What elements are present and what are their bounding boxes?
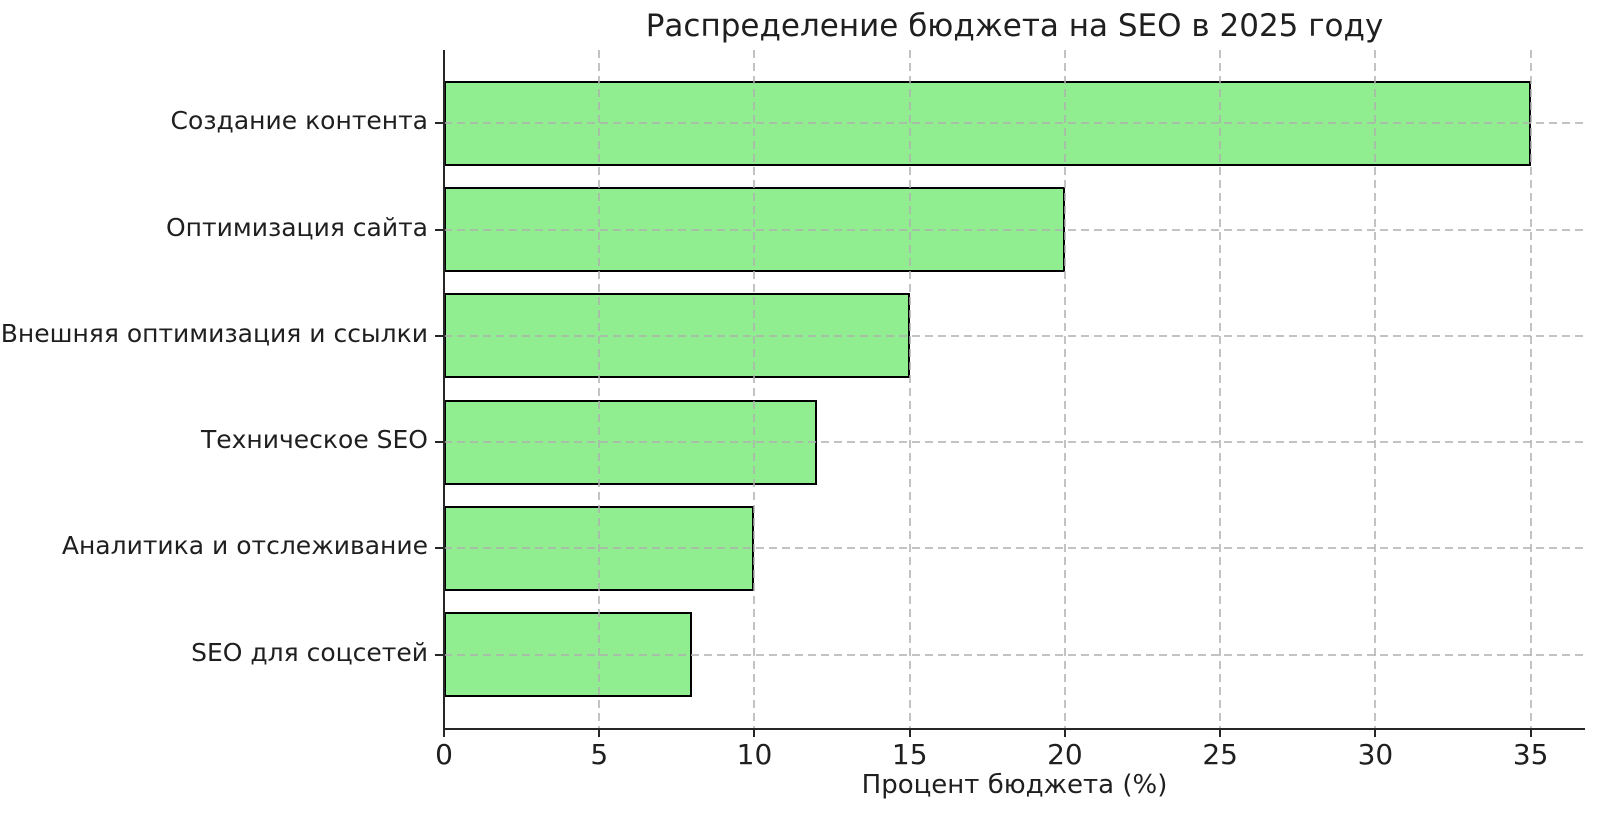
category-label: Техническое SEO xyxy=(200,425,428,455)
x-tick-label: 30 xyxy=(1357,738,1394,771)
x-axis-spine xyxy=(443,728,1585,730)
gridline-horizontal xyxy=(444,334,1585,337)
gridline-vertical xyxy=(1374,50,1377,728)
category-label: Аналитика и отслеживание xyxy=(61,531,428,561)
category-label: Создание контента xyxy=(170,106,428,136)
gridline-horizontal xyxy=(444,122,1585,125)
x-tick xyxy=(908,728,911,737)
category-label: SEO для соцсетей xyxy=(191,637,428,667)
category-label: Внешняя оптимизация и ссылки xyxy=(0,318,428,348)
gridline-vertical xyxy=(598,50,601,728)
x-tick-label: 5 xyxy=(590,738,609,771)
x-tick-label: 25 xyxy=(1202,738,1238,771)
x-tick xyxy=(1063,728,1066,737)
gridline-vertical xyxy=(1219,50,1222,728)
gridline-vertical xyxy=(908,50,911,728)
x-tick xyxy=(1219,728,1222,737)
x-tick xyxy=(1529,728,1532,737)
gridline-vertical xyxy=(1063,50,1066,728)
x-tick xyxy=(753,728,756,737)
gridline-horizontal xyxy=(444,653,1585,656)
gridline-vertical xyxy=(753,50,756,728)
y-axis-spine xyxy=(443,50,445,730)
gridline-vertical xyxy=(1529,50,1532,728)
x-tick-label: 10 xyxy=(736,738,773,771)
y-tick xyxy=(435,228,444,231)
chart-title: Распределение бюджета на SEO в 2025 году xyxy=(645,8,1384,44)
x-axis-label: Процент бюджета (%) xyxy=(861,770,1168,800)
category-label: Оптимизация сайта xyxy=(166,212,428,242)
y-tick xyxy=(435,547,444,550)
gridline-horizontal xyxy=(444,441,1585,444)
x-tick xyxy=(598,728,601,737)
y-tick xyxy=(435,441,444,444)
y-tick xyxy=(435,122,444,125)
y-tick xyxy=(435,334,444,337)
gridline-horizontal xyxy=(444,547,1585,550)
x-tick-label: 0 xyxy=(435,738,453,771)
gridline-horizontal xyxy=(444,228,1585,231)
y-tick xyxy=(435,653,444,656)
x-tick xyxy=(1374,728,1377,737)
x-tick-label: 35 xyxy=(1512,738,1549,771)
x-tick-label: 15 xyxy=(891,738,928,771)
x-tick-label: 20 xyxy=(1047,738,1083,771)
x-tick xyxy=(443,728,445,737)
